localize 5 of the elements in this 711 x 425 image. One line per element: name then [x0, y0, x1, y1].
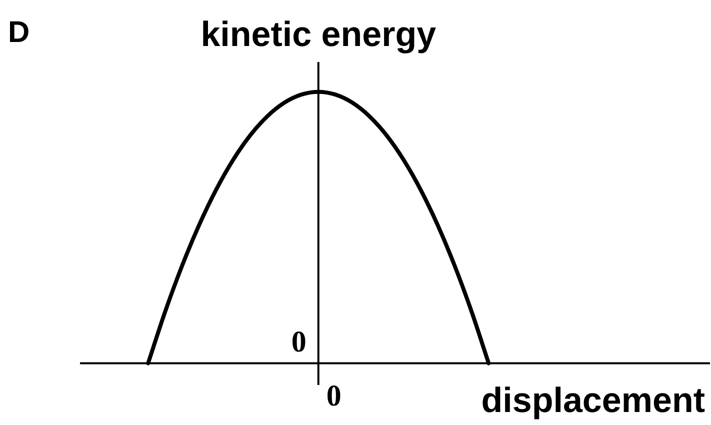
annotation: 0	[291, 325, 306, 358]
y-axis-title: kinetic energy	[200, 15, 437, 54]
text: 0	[326, 379, 342, 412]
x-axis-title: displacement	[481, 381, 706, 420]
chart-title: D	[8, 16, 30, 49]
